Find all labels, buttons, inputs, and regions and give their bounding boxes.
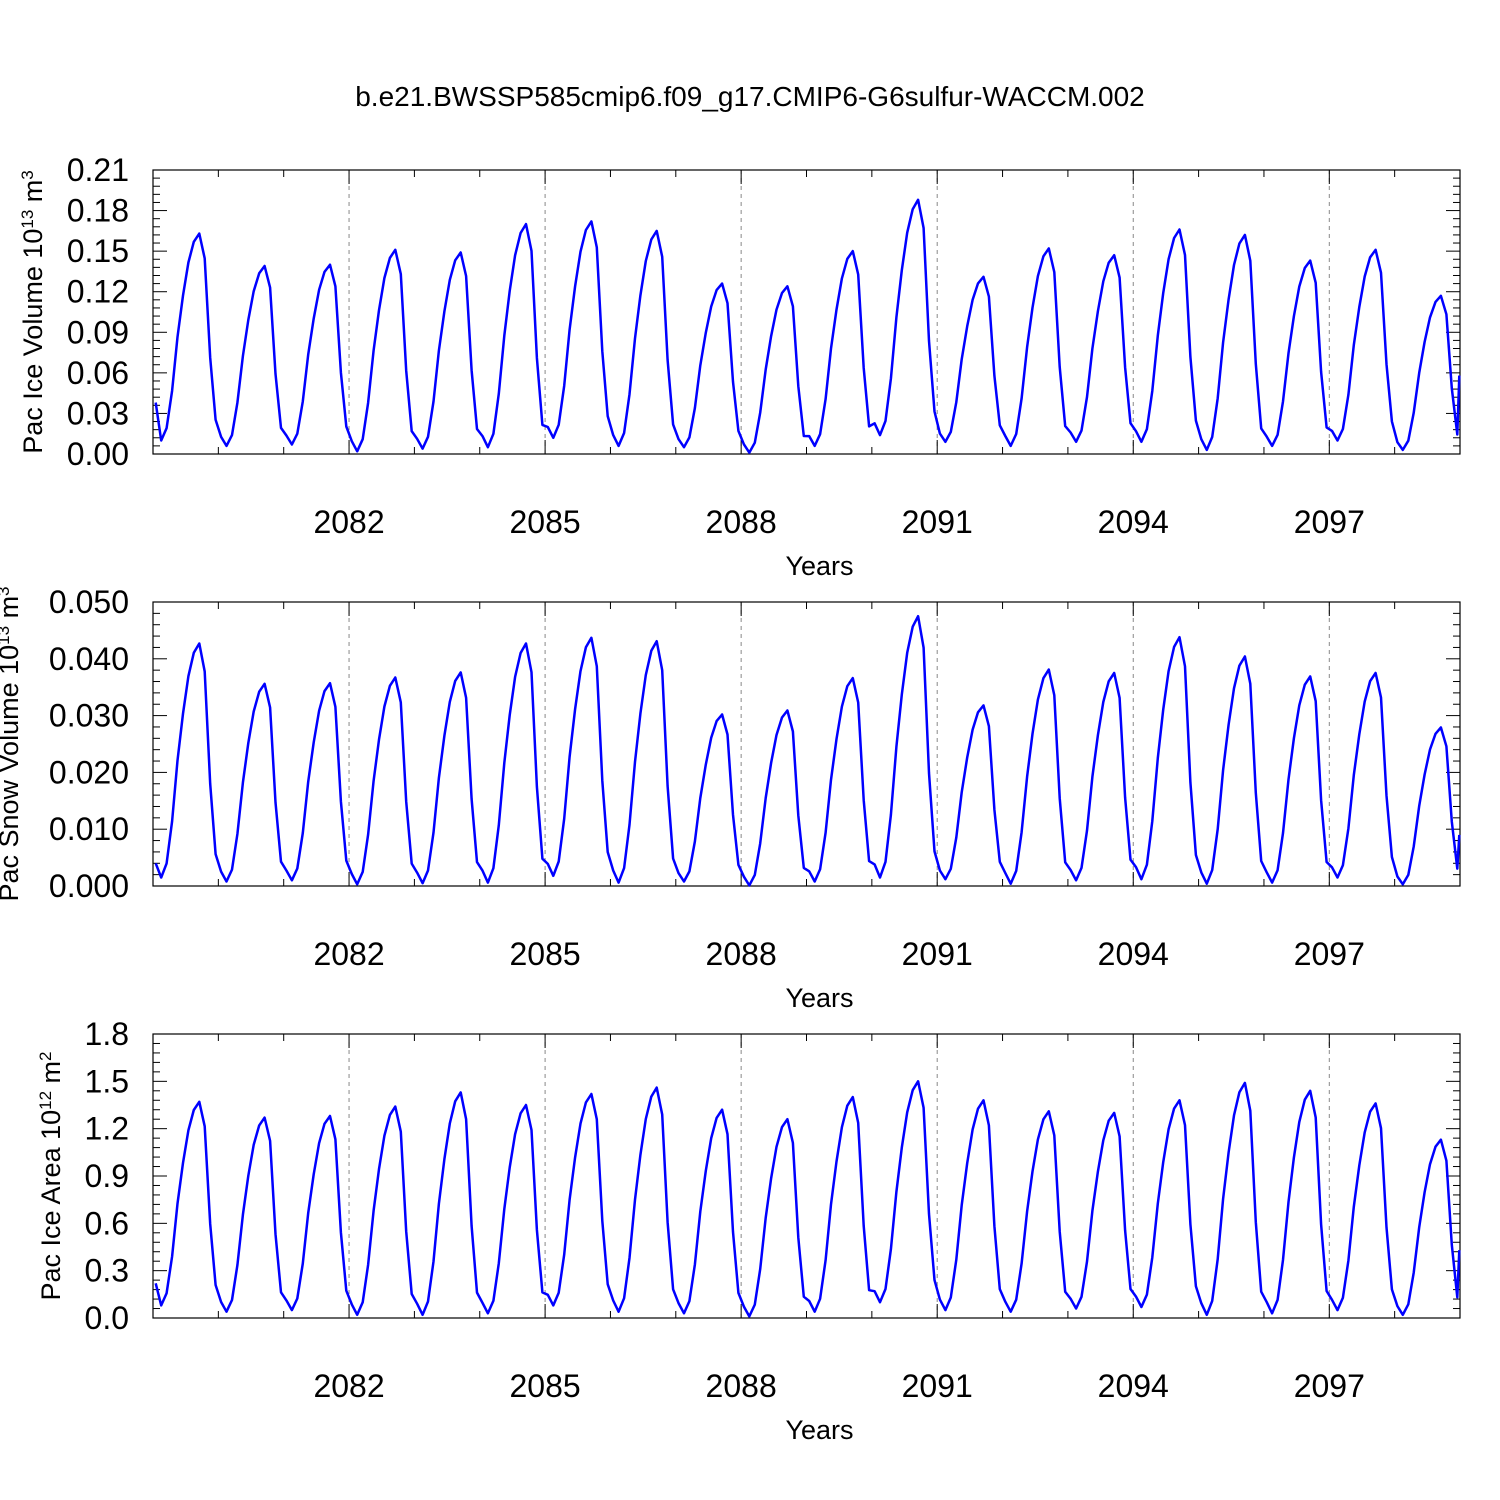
x-axis-label: Years [785,983,853,1013]
y-tick-label: 0.3 [85,1253,129,1289]
y-tick-label: 0.06 [67,355,129,391]
x-tick-label: 2094 [1098,504,1169,540]
y-axis-label: Pac Snow Volume 1013 m3 [0,586,24,901]
series-line [154,198,1461,454]
x-tick-label: 2088 [706,936,777,972]
x-tick-label: 2082 [313,504,384,540]
x-tick-label: 2097 [1294,936,1365,972]
y-tick-label: 0.09 [67,314,129,350]
y-tick-label: 0.010 [49,811,129,847]
y-tick-label: 0.15 [67,233,129,269]
x-tick-label: 2097 [1294,1368,1365,1404]
x-tick-label: 2082 [313,936,384,972]
y-tick-label: 1.5 [85,1063,129,1099]
y-axis-label: Pac Ice Volume 1013 m3 [18,170,49,454]
x-axis-label: Years [785,551,853,581]
x-tick-label: 2088 [706,504,777,540]
y-tick-label: 0.050 [49,584,129,620]
chart-title: b.e21.BWSSP585cmip6.f09_g17.CMIP6-G6sulf… [355,81,1145,112]
y-tick-label: 0.030 [49,698,129,734]
panel-1: 0.00 0.03 0.06 0.09 0.12 0.15 0.18 0.21 2082 2085… [18,152,1461,581]
x-tick-label: 2094 [1098,936,1169,972]
x-tick-label: 2091 [902,504,973,540]
x-axis-label: Years [785,1415,853,1445]
y-tick-label: 0.0 [85,1300,129,1336]
y-tick-label: 0.18 [67,193,129,229]
y-tick-label: 0.6 [85,1205,129,1241]
series-line [154,1080,1461,1318]
y-tick-label: 0.000 [49,868,129,904]
y-tick-label: 0.020 [49,754,129,790]
x-tick-label: 2085 [510,936,581,972]
y-tick-label: 0.040 [49,641,129,677]
x-tick-label: 2085 [510,1368,581,1404]
y-tick-label: 1.2 [85,1111,129,1147]
y-tick-label: 0.9 [85,1158,129,1194]
plot-frame [152,601,1461,887]
series-line [154,614,1461,887]
x-tick-label: 2097 [1294,504,1365,540]
x-tick-label: 2082 [313,1368,384,1404]
panel-3: 0.0 0.3 0.6 0.9 1.2 1.5 1.8 2082 2085 2088 2091 209… [36,1016,1461,1445]
x-tick-label: 2085 [510,504,581,540]
y-tick-label: 0.00 [67,436,129,472]
x-tick-label: 2091 [902,1368,973,1404]
y-tick-label: 0.21 [67,152,129,188]
x-tick-label: 2091 [902,936,973,972]
x-tick-label: 2094 [1098,1368,1169,1404]
x-tick-label: 2088 [706,1368,777,1404]
y-tick-label: 0.03 [67,395,129,431]
plot-frame [152,1033,1461,1319]
panel-2: 0.000 0.010 0.020 0.030 0.040 0.050 2082 2085 20… [0,584,1461,1013]
plot-frame [152,169,1461,455]
y-axis-label: Pac Ice Area 1012 m2 [36,1051,67,1300]
y-tick-label: 1.8 [85,1016,129,1052]
y-tick-label: 0.12 [67,274,129,310]
